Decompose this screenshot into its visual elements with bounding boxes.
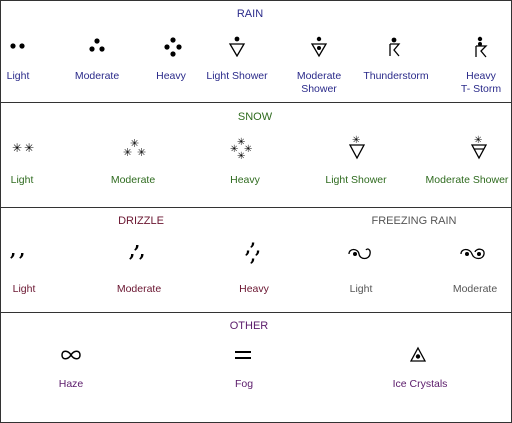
snow-light-shower-label: Light Shower xyxy=(325,174,387,186)
dot-triangle-icon xyxy=(228,35,246,57)
svg-text:✳: ✳ xyxy=(123,146,132,159)
other-title: OTHER xyxy=(229,320,269,332)
rain-light-shower-label: Light Shower xyxy=(206,70,268,82)
svg-text:✳: ✳ xyxy=(230,144,238,155)
fog-label: Fog xyxy=(234,378,254,390)
haze-label: Haze xyxy=(58,378,84,390)
snow-title: SNOW xyxy=(237,111,273,123)
svg-text:,: , xyxy=(10,244,16,260)
rain-heavy-label: Heavy xyxy=(156,70,186,82)
heavy-thunderstorm-icon xyxy=(472,36,492,58)
rain-moderate-label: Moderate xyxy=(74,70,120,82)
two-asterisks-icon: ✳ ✳ xyxy=(9,140,39,154)
svg-text:,: , xyxy=(134,238,140,253)
svg-text:,: , xyxy=(129,241,135,262)
three-asterisks-icon: ✳ ✳ ✳ xyxy=(121,137,151,159)
section-divider xyxy=(0,102,512,103)
snow-moderate-shower-label: Moderate Shower xyxy=(425,174,509,186)
svg-text:,: , xyxy=(250,236,256,250)
svg-text:,: , xyxy=(245,238,251,258)
rain-moderate-shower-label: Moderate Shower xyxy=(296,70,342,95)
asterisk-triangle-icon: ✳ xyxy=(348,134,366,160)
three-dots-icon xyxy=(86,36,108,54)
asterisk-filled-triangle-icon: ✳ xyxy=(470,134,488,160)
svg-text:✳: ✳ xyxy=(352,135,360,146)
freezing-moderate-label: Moderate xyxy=(452,283,498,295)
four-dots-icon xyxy=(162,36,184,60)
four-commas-icon: ,,,, xyxy=(244,236,266,266)
equals-icon xyxy=(233,349,253,361)
four-asterisks-icon: ✳ ✳ ✳ ✳ xyxy=(228,135,258,161)
drizzle-title: DRIZZLE xyxy=(118,215,164,227)
svg-text:,: , xyxy=(250,246,256,266)
svg-text:✳: ✳ xyxy=(474,135,482,146)
svg-text:✳: ✳ xyxy=(130,137,139,150)
section-divider xyxy=(0,312,512,313)
drizzle-heavy-label: Heavy xyxy=(239,283,269,295)
svg-text:,: , xyxy=(139,241,145,262)
two-commas-icon: ,, xyxy=(9,244,31,260)
freezing-rain-title: FREEZING RAIN xyxy=(371,215,457,227)
drizzle-moderate-label: Moderate xyxy=(116,283,162,295)
svg-text:✳: ✳ xyxy=(237,137,245,148)
rain-thunderstorm-label: Thunderstorm xyxy=(363,70,429,82)
svg-text:,: , xyxy=(19,244,25,260)
two-dots-icon xyxy=(8,38,28,52)
freezing-light-label: Light xyxy=(349,283,373,295)
thunderstorm-icon xyxy=(386,36,404,58)
rain-title: RAIN xyxy=(236,8,264,20)
snow-moderate-label: Moderate xyxy=(110,174,156,186)
rain-light-label: Light xyxy=(6,70,30,82)
svg-text:✳: ✳ xyxy=(12,141,22,154)
drizzle-light-label: Light xyxy=(12,283,36,295)
svg-text:✳: ✳ xyxy=(244,144,252,155)
rain-heavy-tstorm-label: Heavy T- Storm xyxy=(460,70,502,95)
freezing-light-icon xyxy=(346,246,374,262)
ice-crystal-triangle-icon xyxy=(409,346,427,364)
three-commas-icon: ,,, xyxy=(128,238,150,262)
freezing-moderate-icon xyxy=(458,246,488,262)
infinity-icon xyxy=(59,348,83,362)
ice-crystals-label: Ice Crystals xyxy=(392,378,448,390)
svg-text:✳: ✳ xyxy=(24,141,34,154)
svg-text:✳: ✳ xyxy=(137,146,146,159)
two-dot-triangle-icon xyxy=(310,36,328,58)
snow-heavy-label: Heavy xyxy=(230,174,260,186)
snow-light-label: Light xyxy=(10,174,34,186)
svg-text:,: , xyxy=(255,238,261,258)
svg-text:✳: ✳ xyxy=(237,151,245,161)
section-divider xyxy=(0,207,512,208)
